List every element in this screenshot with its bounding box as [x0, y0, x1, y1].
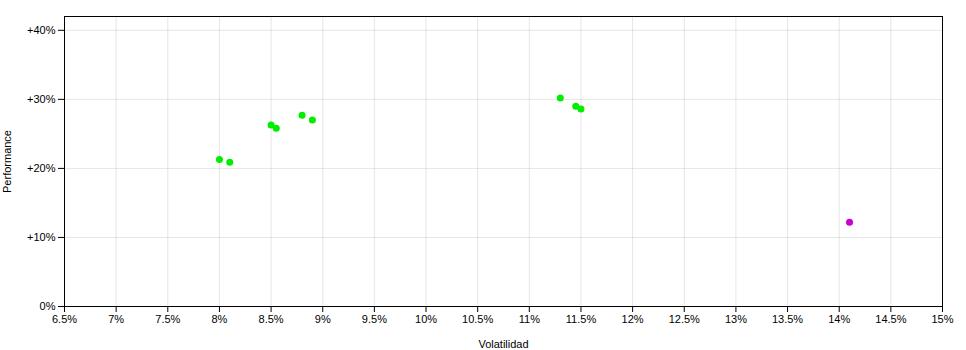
svg-text:14.5%: 14.5% [875, 313, 906, 325]
svg-text:12.5%: 12.5% [669, 313, 700, 325]
svg-text:11%: 11% [519, 313, 540, 325]
svg-text:Volatilidad: Volatilidad [478, 338, 528, 350]
svg-text:6.5%: 6.5% [52, 313, 77, 325]
svg-text:11.5%: 11.5% [566, 313, 597, 325]
svg-text:9.5%: 9.5% [362, 313, 387, 325]
svg-text:+30%: +30% [27, 93, 56, 105]
svg-text:14%: 14% [828, 313, 850, 325]
svg-text:Performance: Performance [1, 130, 13, 193]
svg-text:10.5%: 10.5% [462, 313, 493, 325]
svg-text:+10%: +10% [27, 231, 56, 243]
svg-text:7%: 7% [108, 313, 124, 325]
svg-text:8%: 8% [211, 313, 227, 325]
svg-text:+40%: +40% [27, 24, 56, 36]
svg-text:13.5%: 13.5% [772, 313, 803, 325]
svg-text:7.5%: 7.5% [155, 313, 180, 325]
svg-text:12%: 12% [622, 313, 644, 325]
svg-text:0%: 0% [40, 300, 56, 312]
svg-text:9%: 9% [315, 313, 331, 325]
svg-text:8.5%: 8.5% [259, 313, 284, 325]
svg-text:13%: 13% [725, 313, 747, 325]
svg-text:+20%: +20% [27, 162, 56, 174]
svg-text:10%: 10% [415, 313, 437, 325]
svg-text:15%: 15% [931, 313, 953, 325]
